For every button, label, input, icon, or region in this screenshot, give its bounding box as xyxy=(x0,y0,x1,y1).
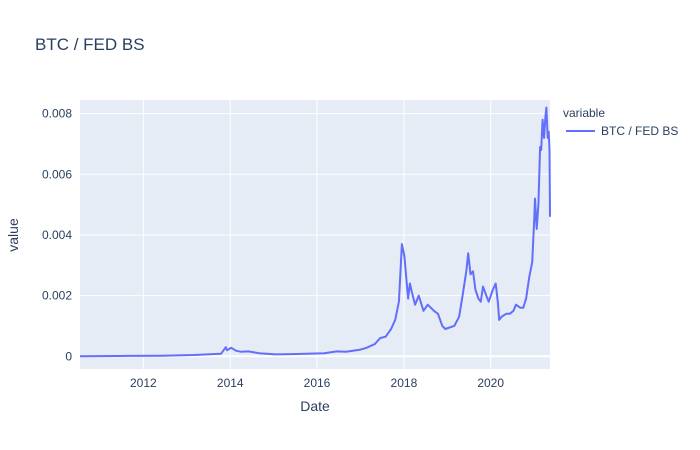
y-tick-label: 0.006 xyxy=(42,167,72,181)
x-axis-title: Date xyxy=(300,398,330,414)
legend-entry-label: BTC / FED BS xyxy=(601,124,678,138)
series-group xyxy=(79,106,551,358)
x-tick-label: 2020 xyxy=(477,376,504,390)
x-tick-label: 2014 xyxy=(217,376,244,390)
y-tick-label: 0 xyxy=(65,349,72,363)
x-tick-label: 2012 xyxy=(130,376,157,390)
x-tick-labels: 2012 2014 2016 2018 2020 xyxy=(130,376,504,390)
series-line xyxy=(79,106,551,358)
legend[interactable]: variable BTC / FED BS xyxy=(563,106,678,138)
chart-title: BTC / FED BS xyxy=(35,35,145,54)
x-tick-label: 2018 xyxy=(391,376,418,390)
x-tick-label: 2016 xyxy=(304,376,331,390)
y-tick-label: 0.008 xyxy=(42,107,72,121)
y-tick-label: 0.004 xyxy=(42,228,72,242)
x-gridlines xyxy=(142,100,492,369)
legend-title: variable xyxy=(563,106,605,120)
y-axis-title: value xyxy=(5,218,21,252)
y-tick-labels: 0 0.002 0.004 0.006 0.008 xyxy=(42,107,72,364)
y-tick-label: 0.002 xyxy=(42,289,72,303)
